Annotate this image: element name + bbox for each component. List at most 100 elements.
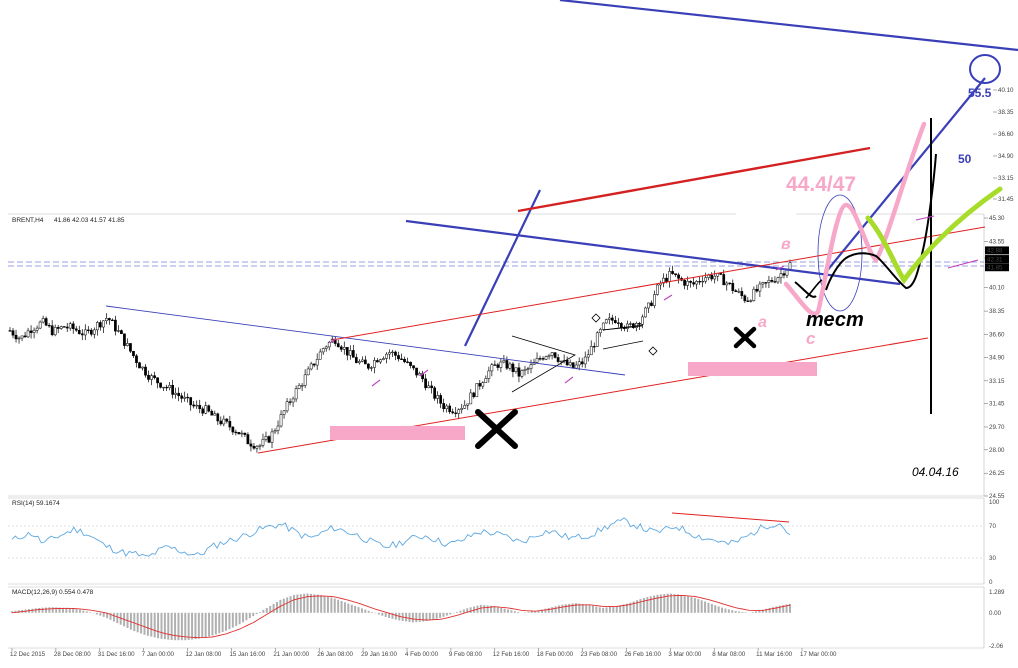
- price-tick-label: 28.00: [989, 447, 1005, 454]
- drawn-annotations: 44.4/47 55.5 50 в а с тест 04.04.16: [105, 0, 1018, 523]
- time-tick-label: 12 Jan 08:00: [186, 651, 222, 658]
- candle-body: [734, 290, 738, 293]
- candle-body: [755, 288, 759, 292]
- candle-body: [403, 358, 406, 363]
- candle-body: [108, 318, 111, 321]
- label-test: тест: [806, 309, 864, 331]
- candle-body: [737, 291, 741, 293]
- candle-body: [683, 280, 686, 286]
- candle-body: [707, 274, 711, 278]
- main-panel-frame: [8, 213, 985, 649]
- candle-body: [583, 356, 587, 365]
- rsi-indicator: [8, 517, 984, 559]
- candle-body: [23, 335, 27, 338]
- candle-body: [526, 368, 530, 370]
- price-badge: [985, 246, 1009, 255]
- candle-body: [249, 443, 253, 447]
- candle-body: [692, 282, 695, 285]
- candle-body: [357, 361, 361, 364]
- candle-body: [240, 432, 244, 435]
- candle-body: [451, 411, 455, 414]
- time-tick-label: 12 Feb 16:00: [493, 651, 530, 658]
- candle-body: [773, 281, 777, 283]
- candle-body: [186, 396, 190, 399]
- time-tick-label: 8 Mar 08:00: [712, 651, 746, 658]
- candle-body: [71, 323, 75, 330]
- candle-body: [653, 294, 656, 306]
- price-tick-label: 40.10: [989, 285, 1005, 292]
- candle-body: [144, 366, 147, 376]
- flag-line-lower: [602, 340, 644, 350]
- time-tick-label: 26 Feb 16:00: [624, 651, 661, 658]
- candle-body: [704, 277, 708, 282]
- candle-body: [102, 320, 105, 328]
- candle-body: [418, 373, 421, 376]
- label-50: 50: [958, 152, 972, 166]
- candle-body: [234, 431, 238, 434]
- purple-marks: [329, 215, 979, 387]
- candle-body: [291, 398, 295, 403]
- candle-body: [689, 280, 692, 283]
- candle-body: [460, 408, 464, 410]
- candle-body: [120, 330, 123, 335]
- candle-body: [41, 318, 45, 323]
- candle-body: [574, 364, 578, 369]
- candle-body: [779, 273, 783, 279]
- candle-body: [391, 351, 394, 354]
- time-tick-label: 21 Jan 00:00: [273, 651, 309, 658]
- candle-body: [77, 330, 81, 335]
- price-badge-label: 41.85: [987, 264, 1003, 271]
- candle-body: [719, 273, 723, 275]
- candle-body: [610, 317, 614, 321]
- candle-body: [270, 431, 274, 443]
- candle-body: [740, 291, 744, 296]
- candle-body: [26, 330, 30, 338]
- rsi-tick-label: 70: [989, 523, 996, 530]
- candle-body: [731, 283, 735, 291]
- time-tick-label: 3 Mar 00:00: [668, 651, 702, 658]
- red-rsi-divergence: [671, 512, 790, 523]
- candle-body: [303, 374, 307, 386]
- candle-body: [237, 432, 241, 435]
- candle-body: [252, 445, 256, 449]
- time-tick-label: 11 Mar 16:00: [756, 651, 793, 658]
- candle-body: [141, 366, 144, 369]
- pink-support-zone: [688, 362, 817, 376]
- chart-symbol: BRENT,H4: [12, 217, 44, 224]
- green-forecast-path: [865, 186, 1003, 285]
- candle-body: [523, 368, 527, 371]
- candle-body: [351, 350, 355, 358]
- candle-body: [647, 302, 650, 309]
- candle-body: [171, 384, 174, 395]
- candle-body: [367, 363, 370, 369]
- candle-body: [382, 358, 385, 360]
- price-tick-label: 36.60: [989, 332, 1005, 339]
- upper-tick-label: 34.90: [998, 153, 1014, 160]
- candle-body: [577, 361, 581, 366]
- label-v: в: [781, 236, 791, 253]
- price-tick-label: 45.30: [989, 215, 1005, 222]
- candle-body: [580, 361, 584, 365]
- candle-body: [553, 352, 557, 358]
- candle-body: [348, 350, 352, 356]
- candle-body: [695, 281, 698, 285]
- black-forecast-path: [794, 153, 937, 298]
- candle-body: [686, 280, 689, 286]
- candle-body: [626, 323, 629, 329]
- candle-body: [276, 425, 280, 431]
- candle-body: [207, 405, 211, 412]
- candle-body: [388, 352, 391, 355]
- candle-body: [204, 405, 208, 414]
- candle-body: [641, 316, 644, 325]
- candle-body: [228, 421, 232, 428]
- rsi-axis: 100 70 30 0: [989, 499, 1000, 586]
- price-badge-label: 42.88: [987, 248, 1003, 255]
- candle-body: [35, 327, 39, 331]
- blue-target-circle: [969, 54, 1001, 84]
- candle-body: [74, 328, 78, 331]
- candle-body: [47, 324, 51, 327]
- candle-body: [397, 355, 400, 360]
- candle-body: [436, 395, 439, 399]
